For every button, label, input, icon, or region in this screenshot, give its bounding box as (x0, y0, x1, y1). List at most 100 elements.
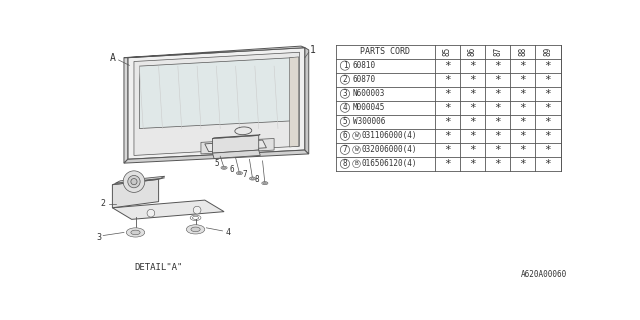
Text: *: * (545, 131, 551, 141)
Text: M000045: M000045 (353, 103, 385, 112)
Polygon shape (140, 58, 293, 129)
Text: *: * (494, 117, 501, 127)
Text: *: * (494, 103, 501, 113)
Text: 88: 88 (518, 47, 527, 56)
Ellipse shape (126, 228, 145, 237)
Ellipse shape (186, 225, 205, 234)
Text: *: * (520, 75, 526, 84)
Ellipse shape (131, 230, 140, 235)
Text: *: * (444, 89, 451, 99)
Text: W: W (355, 147, 358, 152)
Text: *: * (444, 159, 451, 169)
Polygon shape (113, 200, 224, 219)
Text: *: * (469, 60, 476, 71)
Text: *: * (520, 89, 526, 99)
Text: 031106000(4): 031106000(4) (362, 131, 417, 140)
Text: *: * (444, 60, 451, 71)
Text: *: * (520, 103, 526, 113)
Text: 016506120(4): 016506120(4) (362, 159, 417, 168)
Text: 7: 7 (243, 170, 247, 179)
Text: 032006000(4): 032006000(4) (362, 145, 417, 154)
Text: *: * (444, 75, 451, 84)
Ellipse shape (236, 172, 243, 175)
Text: *: * (494, 159, 501, 169)
Text: *: * (545, 145, 551, 155)
Polygon shape (115, 176, 164, 183)
Text: *: * (545, 60, 551, 71)
Text: *: * (545, 103, 551, 113)
Text: W: W (355, 133, 358, 138)
Text: W300006: W300006 (353, 117, 385, 126)
Text: N600003: N600003 (353, 89, 385, 98)
Polygon shape (124, 150, 308, 163)
Text: 89: 89 (543, 47, 552, 56)
Text: *: * (494, 131, 501, 141)
Text: 87: 87 (493, 47, 502, 56)
Ellipse shape (262, 182, 268, 185)
Text: *: * (494, 75, 501, 84)
Polygon shape (212, 135, 259, 153)
Text: *: * (545, 89, 551, 99)
Text: *: * (520, 117, 526, 127)
Text: *: * (469, 131, 476, 141)
Circle shape (128, 175, 140, 188)
Text: B: B (355, 161, 358, 166)
Text: *: * (469, 89, 476, 99)
Text: 2: 2 (100, 199, 106, 208)
Text: *: * (520, 159, 526, 169)
Polygon shape (201, 139, 274, 154)
Circle shape (131, 179, 137, 185)
Polygon shape (134, 52, 300, 156)
Text: *: * (520, 131, 526, 141)
Ellipse shape (238, 172, 241, 174)
Polygon shape (212, 150, 260, 158)
Ellipse shape (223, 167, 225, 169)
Text: 6: 6 (342, 131, 348, 140)
Ellipse shape (221, 166, 227, 169)
Text: 3: 3 (96, 233, 101, 242)
Text: 85: 85 (443, 47, 452, 56)
Text: 86: 86 (468, 47, 477, 56)
Text: *: * (469, 117, 476, 127)
Ellipse shape (263, 182, 266, 184)
Ellipse shape (191, 227, 200, 232)
Polygon shape (305, 48, 308, 154)
Polygon shape (212, 135, 260, 139)
Text: *: * (444, 117, 451, 127)
Text: 8: 8 (342, 159, 348, 168)
Text: *: * (494, 89, 501, 99)
Polygon shape (124, 58, 128, 163)
Circle shape (147, 209, 155, 217)
Text: *: * (469, 159, 476, 169)
Text: *: * (444, 103, 451, 113)
Text: *: * (444, 145, 451, 155)
Text: DETAIL"A": DETAIL"A" (134, 263, 183, 272)
Polygon shape (205, 140, 266, 152)
Text: A: A (109, 53, 115, 63)
Text: *: * (494, 60, 501, 71)
Circle shape (123, 171, 145, 192)
Text: 3: 3 (342, 89, 348, 98)
Text: 8: 8 (255, 175, 259, 184)
Circle shape (193, 206, 201, 214)
Polygon shape (289, 57, 299, 147)
Polygon shape (128, 48, 305, 159)
Text: 6: 6 (229, 165, 234, 174)
Text: 7: 7 (342, 145, 348, 154)
Text: PARTS CORD: PARTS CORD (360, 47, 410, 56)
Text: *: * (545, 159, 551, 169)
Text: *: * (545, 117, 551, 127)
Text: *: * (469, 103, 476, 113)
Text: 60870: 60870 (353, 75, 376, 84)
Text: *: * (494, 145, 501, 155)
Text: A620A00060: A620A00060 (520, 270, 566, 279)
Text: *: * (444, 131, 451, 141)
Text: 1: 1 (342, 61, 348, 70)
Text: *: * (520, 145, 526, 155)
Text: *: * (469, 75, 476, 84)
Text: 4: 4 (225, 228, 230, 237)
Text: 5: 5 (342, 117, 348, 126)
Text: *: * (545, 75, 551, 84)
Ellipse shape (251, 178, 254, 179)
Ellipse shape (250, 177, 255, 180)
